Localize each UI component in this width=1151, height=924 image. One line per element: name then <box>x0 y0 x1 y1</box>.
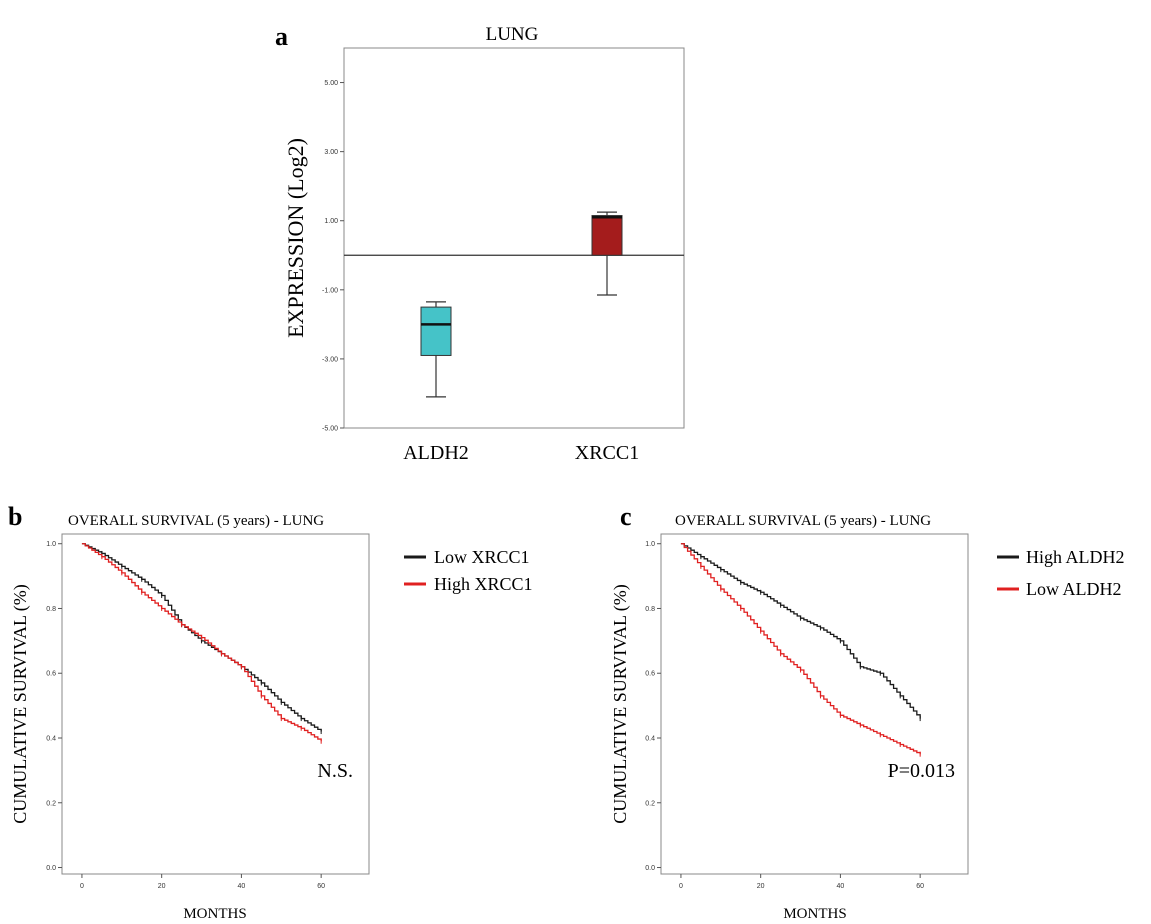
panel-b-legend-label-1: High XRCC1 <box>434 574 533 594</box>
panel-c-y-tick-label: 0.2 <box>645 800 655 807</box>
panel-a-y-tick-label: -1.00 <box>322 287 338 294</box>
panel-c-y-tick-label: 0.4 <box>645 736 655 743</box>
panel-b-axes: 1.0 0.8 0.6 0.4 0.2 0.0 0 20 40 60 <box>46 541 325 890</box>
box-xrcc1 <box>591 215 623 256</box>
panel-b-x-tick-label: 40 <box>238 883 246 890</box>
box-aldh2 <box>420 306 452 356</box>
panel-c-annotation: P=0.013 <box>888 760 955 782</box>
panel-b-legend-label-0: Low XRCC1 <box>434 547 530 567</box>
panel-a-y-tick-label: 5.00 <box>324 80 338 87</box>
panel-b-x-tick-label: 0 <box>80 883 84 890</box>
panel-a-x-label: XRCC1 <box>575 442 639 464</box>
panel-c-x-tick-label: 60 <box>916 883 924 890</box>
panel-b-legend: Low XRCC1 High XRCC1 <box>404 547 533 594</box>
panel-c-legend-label-0: High ALDH2 <box>1026 547 1125 567</box>
panel-c-series-1 <box>680 543 921 755</box>
panel-c-title: OVERALL SURVIVAL (5 years) - LUNG <box>675 513 931 529</box>
panel-c-y-tick-label: 0.8 <box>645 606 655 613</box>
panel-b-y-tick-label: 0.8 <box>46 606 56 613</box>
panel-a-y-tick-label: 1.00 <box>324 218 338 225</box>
panel-a-title: LUNG <box>486 24 539 45</box>
panel-c-x-axis-label: MONTHS <box>783 906 846 922</box>
panel-a-letter: a <box>275 22 288 51</box>
panel-b-y-tick-label: 0.2 <box>46 800 56 807</box>
panel-c-y-tick-label: 0.0 <box>645 865 655 872</box>
panel-b-letter: b <box>8 502 22 531</box>
panel-c-legend: High ALDH2 Low ALDH2 <box>997 547 1125 599</box>
panel-c-axes: 1.0 0.8 0.6 0.4 0.2 0.0 0 20 40 60 <box>645 541 924 890</box>
panel-a-x-labels: ALDH2 XRCC1 <box>403 442 639 464</box>
panel-b-x-axis-label: MONTHS <box>183 906 246 922</box>
panel-b-plot-frame <box>61 533 370 875</box>
panel-c-x-tick-label: 20 <box>757 883 765 890</box>
panel-c-series-0 <box>680 543 921 719</box>
panel-b-x-tick-label: 60 <box>317 883 325 890</box>
panel-a-y-ticks: 5.00 3.00 1.00 -1.00 -3.00 -5.00 <box>322 80 344 433</box>
panel-b-x-tick-label: 20 <box>158 883 166 890</box>
panel-b-y-tick-label: 1.0 <box>46 541 56 548</box>
panel-c-plot-frame <box>660 533 969 875</box>
panel-c-series <box>680 543 921 757</box>
panel-b-y-tick-label: 0.4 <box>46 736 56 743</box>
panel-c-x-tick-label: 40 <box>837 883 845 890</box>
panel-b-y-tick-label: 0.6 <box>46 671 56 678</box>
panel-c-x-tick-label: 0 <box>679 883 683 890</box>
panel-c: c OVERALL SURVIVAL (5 years) - LUNG 1.0 0… <box>610 502 1125 922</box>
panel-a: a LUNG 5.00 3.00 1.00 -1.00 -3.00 -5.00 EXPRE… <box>275 22 685 464</box>
panel-a-y-axis-label: EXPRESSION (Log2) <box>283 138 308 338</box>
panel-c-y-axis-label: CUMULATIVE SURVIVAL (%) <box>610 584 631 824</box>
panel-c-y-tick-label: 1.0 <box>645 541 655 548</box>
panel-b-annotation: N.S. <box>317 760 353 782</box>
panel-a-y-tick-label: -3.00 <box>322 356 338 363</box>
panel-b-title: OVERALL SURVIVAL (5 years) - LUNG <box>68 513 324 529</box>
panel-b: b OVERALL SURVIVAL (5 years) - LUNG 1.0 0… <box>8 502 533 922</box>
panel-c-letter: c <box>620 502 632 531</box>
panel-b-y-tick-label: 0.0 <box>46 865 56 872</box>
panel-c-legend-label-1: Low ALDH2 <box>1026 579 1122 599</box>
panel-a-plot-frame <box>343 47 685 429</box>
panel-a-y-tick-label: -5.00 <box>322 426 338 433</box>
panel-a-x-label: ALDH2 <box>403 442 469 464</box>
panel-c-y-tick-label: 0.6 <box>645 671 655 678</box>
panel-b-series <box>81 543 322 744</box>
panel-a-boxes <box>420 211 623 398</box>
panel-b-y-axis-label: CUMULATIVE SURVIVAL (%) <box>10 584 31 824</box>
panel-a-y-tick-label: 3.00 <box>324 149 338 156</box>
